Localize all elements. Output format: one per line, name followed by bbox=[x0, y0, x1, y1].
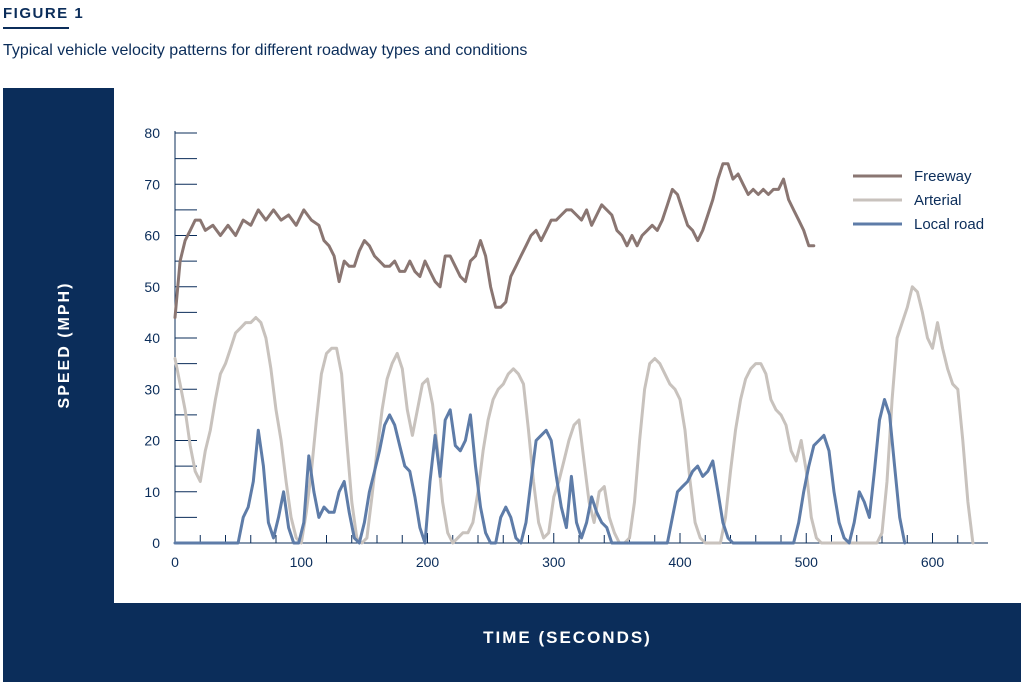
figure-label-underline bbox=[3, 27, 69, 29]
y-axis-title: SPEED (MPH) bbox=[56, 281, 73, 409]
figure-caption: Typical vehicle velocity patterns for di… bbox=[3, 42, 528, 59]
plot-panel bbox=[114, 88, 1021, 603]
x-axis-title: TIME (SECONDS) bbox=[483, 628, 652, 647]
figure-label: FIGURE 1 bbox=[3, 5, 85, 22]
